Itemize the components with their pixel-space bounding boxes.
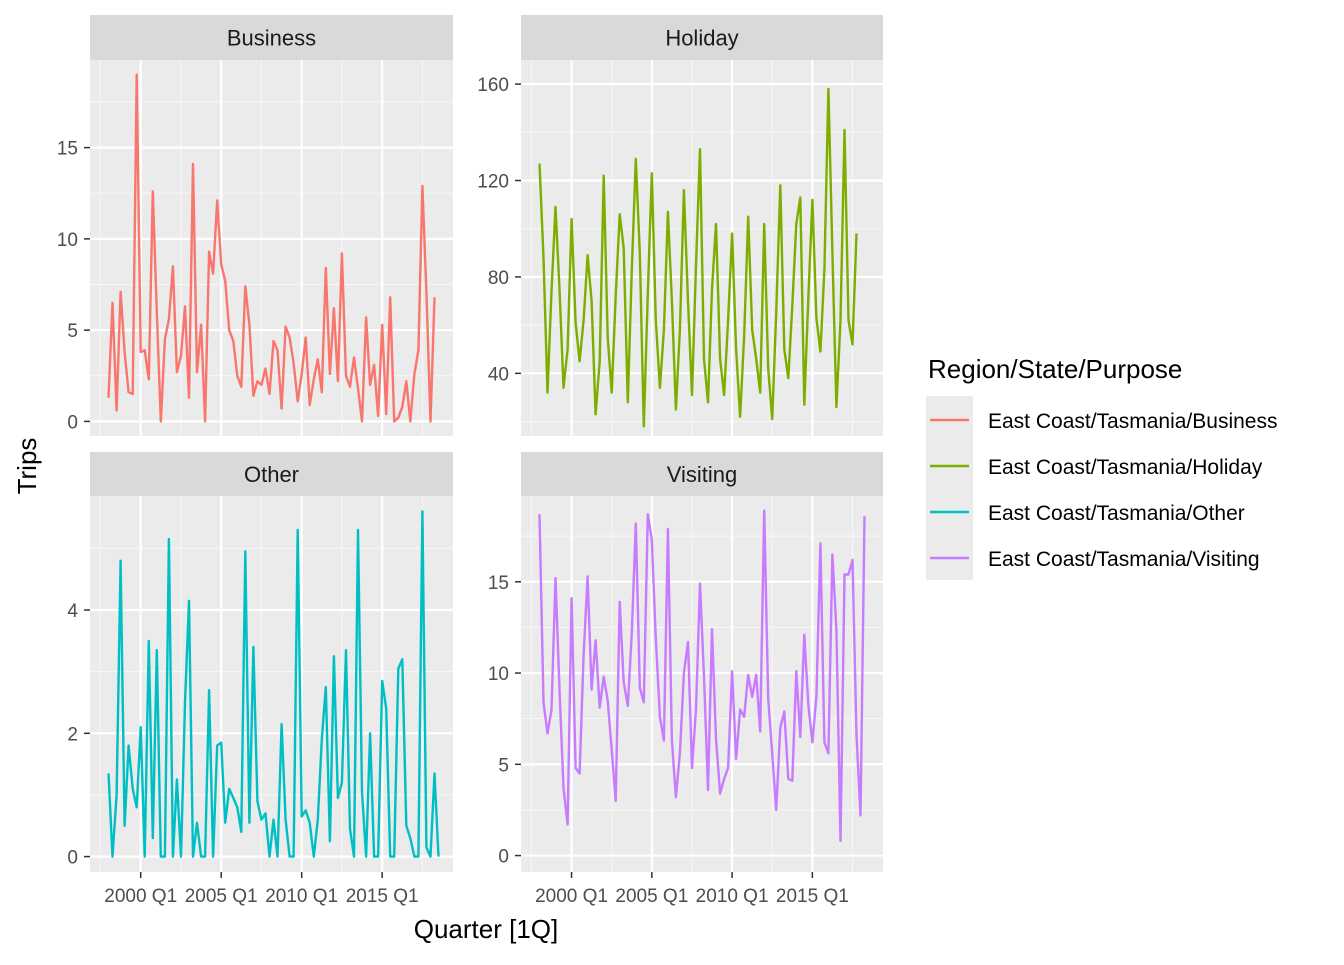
series-line-visiting xyxy=(538,509,866,843)
series-line-holiday xyxy=(538,87,858,428)
facet-strip xyxy=(521,452,883,496)
x-tick-label: 2015 Q1 xyxy=(776,886,849,907)
y-axis-title: Trips xyxy=(12,438,42,495)
y-tick-label: 4 xyxy=(67,601,78,622)
facet-strip xyxy=(90,452,453,496)
legend-item: East Coast/Tasmania/Visiting xyxy=(930,548,1260,571)
facet-title: Business xyxy=(227,26,316,51)
facet-panel-holiday: Holiday 40 80 120 160 xyxy=(477,15,883,436)
legend-label: East Coast/Tasmania/Visiting xyxy=(988,548,1260,571)
facet-strip xyxy=(521,15,883,60)
x-tick-label: 2000 Q1 xyxy=(535,886,608,907)
legend-key-background xyxy=(926,396,973,580)
series-line-other xyxy=(107,510,440,858)
legend: Region/State/Purpose East Coast/Tasmania… xyxy=(926,354,1277,580)
y-tick-label: 2 xyxy=(67,724,78,745)
y-tick-label: 5 xyxy=(498,755,509,776)
series-line-business xyxy=(107,73,436,423)
legend-item: East Coast/Tasmania/Business xyxy=(930,410,1277,433)
y-tick-label: 10 xyxy=(488,664,509,685)
x-tick-label: 2010 Q1 xyxy=(265,886,338,907)
y-tick-label: 15 xyxy=(57,139,78,160)
facet-title: Holiday xyxy=(665,26,738,51)
y-tick-label: 160 xyxy=(477,75,509,96)
x-tick-label: 2000 Q1 xyxy=(104,886,177,907)
y-tick-label: 10 xyxy=(57,230,78,251)
y-tick-label: 0 xyxy=(67,412,78,433)
facet-panel-visiting: Visiting 0 5 10 15 2000 Q1 2005 Q1 2010 Q1 2015 … xyxy=(488,452,883,907)
y-tick-label: 0 xyxy=(67,848,78,869)
facet-panel-other: Other 0 2 4 2000 Q1 2005 Q1 2010 Q1 2015 Q1 xyxy=(67,452,453,907)
facet-strip xyxy=(90,15,453,60)
legend-label: East Coast/Tasmania/Holiday xyxy=(988,456,1263,479)
legend-title: Region/State/Purpose xyxy=(928,354,1182,384)
y-tick-label: 120 xyxy=(477,172,509,193)
y-tick-label: 40 xyxy=(488,364,509,385)
x-tick-label: 2015 Q1 xyxy=(346,886,419,907)
x-tick-label: 2010 Q1 xyxy=(696,886,769,907)
facet-panels: Business 0 5 10 15 Holiday 40 80 120 160 Other 0 2 4 2… xyxy=(57,15,883,907)
legend-item: East Coast/Tasmania/Holiday xyxy=(930,456,1263,479)
legend-label: East Coast/Tasmania/Business xyxy=(988,410,1277,433)
legend-item: East Coast/Tasmania/Other xyxy=(930,502,1245,525)
y-tick-label: 15 xyxy=(488,573,509,594)
y-tick-label: 5 xyxy=(67,321,78,342)
legend-label: East Coast/Tasmania/Other xyxy=(988,502,1245,525)
facet-title: Visiting xyxy=(667,462,738,487)
x-tick-label: 2005 Q1 xyxy=(615,886,688,907)
facet-title: Other xyxy=(244,462,299,487)
y-tick-label: 80 xyxy=(488,268,509,289)
facet-panel-business: Business 0 5 10 15 xyxy=(57,15,453,436)
y-tick-label: 0 xyxy=(498,847,509,868)
x-axis-title: Quarter [1Q] xyxy=(414,914,559,944)
x-tick-label: 2005 Q1 xyxy=(185,886,258,907)
